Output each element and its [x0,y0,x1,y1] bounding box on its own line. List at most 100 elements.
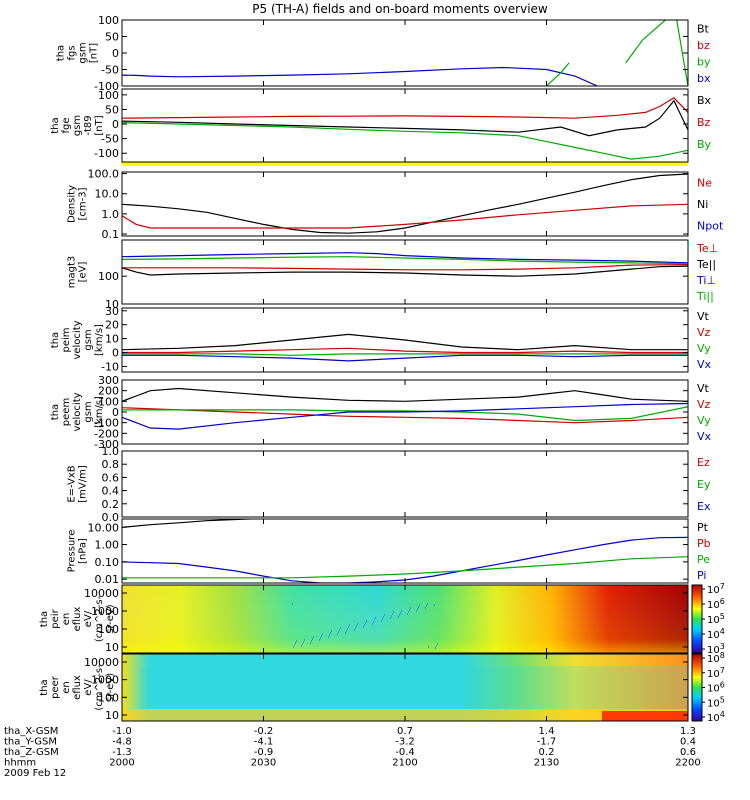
series-line-3 [122,353,688,356]
y-tick-label: -100 [94,147,119,160]
series-line-4 [122,354,688,362]
y-tick-label: 10 [105,709,119,722]
y-axis-label: fgs [67,45,78,60]
y-axis-label: (cm^2-s- [94,664,105,711]
legend-entry: Pt [697,521,709,534]
y-axis-label: Density [67,185,78,223]
y-axis-label: peim [61,327,72,352]
y-tick-label: 1000 [91,674,119,687]
series-line-4 [122,402,688,430]
legend-entry: Vt [697,310,710,323]
x-row-value: -3.2 [395,737,415,748]
y-axis-label: [nPa] [78,538,89,564]
y-tick-label: 30 [105,305,119,318]
y-tick-label: 10.0 [95,188,120,201]
legend-entry: Pe [697,553,710,566]
legend-entry: By [697,138,712,151]
y-tick-label: 0.4 [102,485,120,498]
y-tick-label: 0.01 [95,573,120,586]
y-axis-label: eflux [72,607,83,632]
series-line-3 [625,20,666,64]
panel-frame [121,171,689,237]
legend-entry: Ti⊥ [696,274,716,287]
x-row-label: hhmm [4,758,36,769]
y-axis-label: tha [39,611,50,627]
colorbar-tick: 104 [707,627,725,641]
y-tick-label: 1000 [91,605,119,618]
x-row-value: -4.1 [254,737,274,748]
series-line-1 [122,252,688,264]
y-tick-label: 0 [112,406,119,419]
legend-entry: Vz [697,326,711,339]
y-tick-label: 0.0 [102,511,120,524]
y-axis-label: [nT] [94,115,105,135]
y-tick-label: 200 [98,385,119,398]
colorbar-tick: 105 [707,612,725,626]
y-axis-label: velocity [72,392,83,431]
colorbar-tick: 105 [707,695,725,709]
x-row-label: tha_Y-GSM [4,737,57,748]
y-tick-label: 100 [98,89,119,102]
flag-bar [122,162,688,166]
y-axis-label: E=-VxB [67,465,78,502]
x-row-label: tha_X-GSM [4,726,58,737]
series-line-4 [122,265,688,277]
y-tick-label: 1.0 [102,445,120,458]
x-row-value: 2130 [534,758,559,769]
colorbar-tick: 108 [707,651,725,665]
series-line-2 [546,62,570,86]
x-row-value: -4.8 [112,737,132,748]
x-row-value: 2200 [675,758,700,769]
y-tick-label: 0 [112,118,119,131]
x-row-value: 0.7 [397,726,413,737]
y-axis-label: [nT] [89,43,100,63]
y-axis-label: [km/s] [94,396,105,428]
legend-entry: Pb [697,537,711,550]
x-row-value: 2100 [392,758,417,769]
series-line-3 [122,556,688,579]
legend-entry: Vt [697,382,710,395]
legend-entry: Bz [697,116,711,129]
y-tick-label: 100 [98,270,119,283]
y-tick-label: 100 [98,14,119,27]
series-line-1 [122,97,688,119]
legend-entry: Ti|| [696,290,714,303]
x-row-value: 0.6 [680,747,696,758]
y-axis-label: en [61,681,72,694]
y-tick-label: -10 [101,360,119,373]
y-axis-label: eV/ [83,679,94,696]
y-tick-label: -100 [94,80,119,93]
legend-entry: Vx [697,358,712,371]
legend-entry: Te|| [696,258,716,271]
series-line-2 [122,347,688,354]
legend-entry: Npot [697,219,724,232]
panel-frame [121,88,689,163]
colorbar-tick: 103 [707,642,725,656]
y-tick-label: 0 [112,47,119,60]
legend-entry: Ey [697,478,711,491]
colorbar-tick: 104 [707,710,725,724]
y-tick-label: 300 [98,374,119,387]
y-axis-label: sr-eV) [105,604,116,633]
y-axis-label: velocity [72,320,83,359]
legend-entry: bx [697,72,711,85]
x-row-value: 2030 [251,758,276,769]
y-tick-label: 10.00 [88,521,120,534]
y-tick-label: 100 [98,623,119,636]
y-axis-label: gsm [83,401,94,422]
series-line-4 [676,20,688,86]
x-row-value: 1.4 [539,726,555,737]
legend-entry: Ez [697,456,710,469]
x-row-value: -0.9 [254,747,274,758]
x-row-label: tha_Z-GSM [4,747,59,758]
y-axis-label: [mV/m] [78,465,89,503]
legend-entry: Vy [697,342,711,355]
y-axis-label: tha [50,404,61,420]
y-axis-label: [km/s] [94,324,105,356]
panel-4: 100 10 magt3 [eV] Te⊥ Te|| Ti⊥ Ti|| [67,239,718,311]
